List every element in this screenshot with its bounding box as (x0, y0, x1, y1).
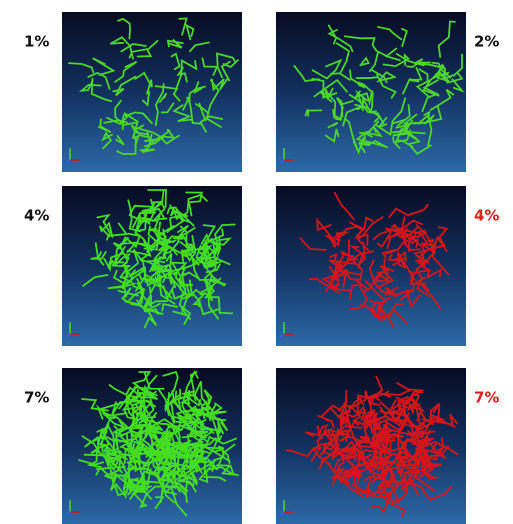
panel-label: 7% (474, 389, 499, 407)
strand (356, 77, 377, 78)
panels (62, 12, 466, 524)
panel-label: 4% (474, 207, 499, 225)
panel (62, 12, 242, 172)
figure: 1% 2% 4% 4% 7% 7% (0, 0, 513, 524)
page: 1% 2% 4% 4% 7% 7% (() => { const data = … (0, 0, 513, 524)
panel-background (62, 12, 242, 172)
panel (276, 186, 466, 346)
panel-label: 2% (474, 33, 499, 51)
panel-label: 4% (24, 207, 49, 225)
panel-label: 7% (24, 389, 49, 407)
panel (62, 186, 242, 346)
strand (102, 441, 103, 452)
panel-label: 1% (24, 33, 49, 51)
panel (276, 12, 466, 172)
panel (276, 368, 466, 524)
panel (62, 368, 242, 524)
